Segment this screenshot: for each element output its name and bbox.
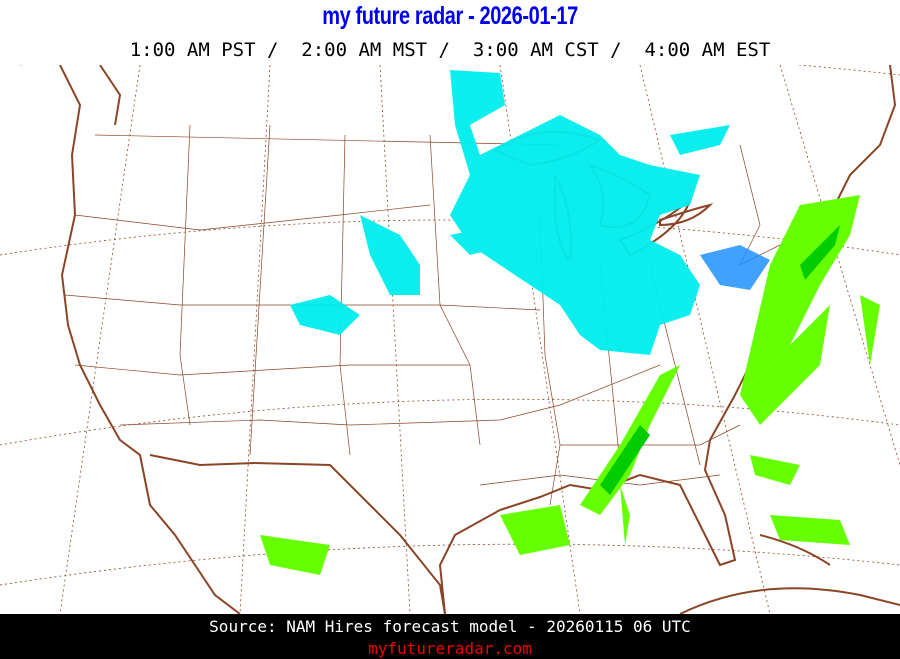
- footer-bar: Source: NAM Hires forecast model - 20260…: [0, 614, 900, 659]
- lat-lon-grid: [0, 65, 900, 614]
- valid-times: 1:00 AM PST / 2:00 AM MST / 3:00 AM CST …: [129, 39, 771, 61]
- radar-map: [0, 65, 900, 614]
- site-link[interactable]: myfutureradar.com: [368, 639, 532, 658]
- source-text: Source: NAM Hires forecast model - 20260…: [209, 617, 691, 636]
- page-title: my future radar - 2026-01-17: [322, 2, 578, 30]
- snow-light-echoes: [290, 70, 730, 355]
- snow-heavy-echoes: [700, 245, 770, 290]
- rain-moderate-echoes: [600, 225, 840, 495]
